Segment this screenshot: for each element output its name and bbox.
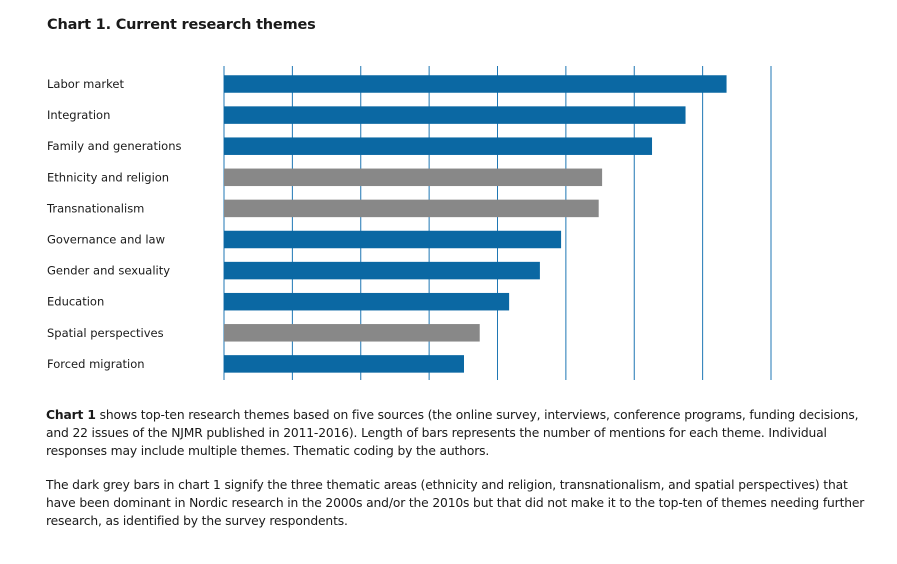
bars [224,75,727,373]
category-label: Integration [47,108,110,122]
chart-note: The dark grey bars in chart 1 signify th… [46,478,865,528]
bar [224,137,653,155]
bar [224,292,510,311]
bar [224,199,599,218]
category-label: Family and generations [47,139,182,153]
category-label: Education [47,295,104,309]
chart-caption: Chart 1 shows top-ten research themes ba… [46,406,866,460]
bar [224,261,540,280]
bar [224,106,686,124]
category-label: Governance and law [47,233,165,247]
category-label: Ethnicity and religion [47,170,169,184]
category-label: Gender and sexuality [47,264,170,278]
caption-text: shows top-ten research themes based on f… [46,408,859,458]
bar [224,230,562,249]
bar [224,168,603,187]
category-labels: Labor market Integration Family and genera… [46,77,182,371]
chart-title: Chart 1. Current research themes [47,17,316,33]
category-label: Transnationalism [46,201,144,215]
category-label: Forced migration [47,357,145,371]
category-label: Labor market [47,77,124,91]
caption-lead: Chart 1 [46,408,96,422]
bar [224,355,464,373]
bar-chart: Labor market Integration Family and genera… [46,66,772,380]
bar [224,75,727,93]
bar [224,324,480,342]
category-label: Spatial perspectives [47,326,164,340]
